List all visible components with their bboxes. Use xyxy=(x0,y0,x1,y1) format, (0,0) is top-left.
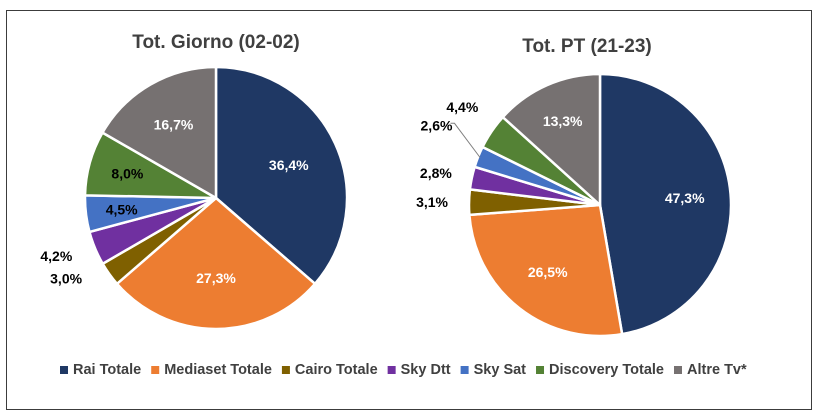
leader-line-sky-sat xyxy=(450,122,481,158)
pie-tot-giorno: 36,4% 27,3% 3,0% 4,2% 4,5% 8,0% 16,7% xyxy=(40,65,349,331)
legend-label-altre-tv: Altre Tv* xyxy=(687,362,747,378)
data-label-sky-dtt: 2,8% xyxy=(420,165,452,181)
data-label-rai-totale: 47,3% xyxy=(665,190,705,206)
legend-swatch-discovery-totale xyxy=(536,366,545,374)
data-label-rai-totale: 36,4% xyxy=(269,157,309,173)
legend-swatch-mediaset-totale xyxy=(151,366,160,374)
pie-slice-mediaset-totale xyxy=(115,196,317,331)
data-label-discovery-totale: 8,0% xyxy=(111,165,143,181)
data-label-sky-sat: 2,6% xyxy=(421,117,453,133)
legend-label-sky-dtt: Sky Dtt xyxy=(401,362,451,378)
legend-label-mediaset-totale: Mediaset Totale xyxy=(164,362,272,378)
data-label-discovery-totale: 4,4% xyxy=(446,99,478,115)
legend-swatch-rai-totale xyxy=(60,366,68,374)
chart-title-tot-giorno: Tot. Giorno (02-02) xyxy=(132,32,299,53)
legend-swatch-sky-dtt xyxy=(387,366,396,374)
pie-slice-altre-tv xyxy=(501,72,602,208)
chart-title-tot-pt: Tot. PT (21-23) xyxy=(522,36,652,57)
legend-label-discovery-totale: Discovery Totale xyxy=(549,362,664,378)
pie-slice-rai-totale xyxy=(598,72,733,336)
data-label-sky-sat: 4,5% xyxy=(106,201,138,217)
data-label-altre-tv: 16,7% xyxy=(154,116,194,132)
legend-label-cairo-totale: Cairo Totale xyxy=(295,362,378,378)
pie-slice-rai-totale xyxy=(214,65,349,286)
legend-swatch-sky-sat xyxy=(460,366,469,374)
data-label-mediaset-totale: 27,3% xyxy=(196,270,236,286)
data-label-cairo-totale: 3,0% xyxy=(50,270,82,286)
legend-swatch-altre-tv xyxy=(674,366,682,374)
data-label-mediaset-totale: 26,5% xyxy=(528,264,568,280)
legend: Rai Totale Mediaset Totale Cairo Totale Sky… xyxy=(60,362,747,378)
legend-swatch-cairo-totale xyxy=(281,366,290,374)
legend-label-rai-totale: Rai Totale xyxy=(73,362,141,378)
data-label-altre-tv: 13,3% xyxy=(543,113,583,129)
data-label-cairo-totale: 3,1% xyxy=(416,194,448,210)
pie-slice-mediaset-totale xyxy=(468,203,624,338)
pie-tot-pt: 47,3% 26,5% 3,1% 2,8% 2,6% 4,4% 13,3% xyxy=(416,72,733,338)
legend-label-sky-sat: Sky Sat xyxy=(474,362,527,378)
data-label-sky-dtt: 4,2% xyxy=(40,248,72,264)
pie-slice-altre-tv xyxy=(100,65,218,201)
